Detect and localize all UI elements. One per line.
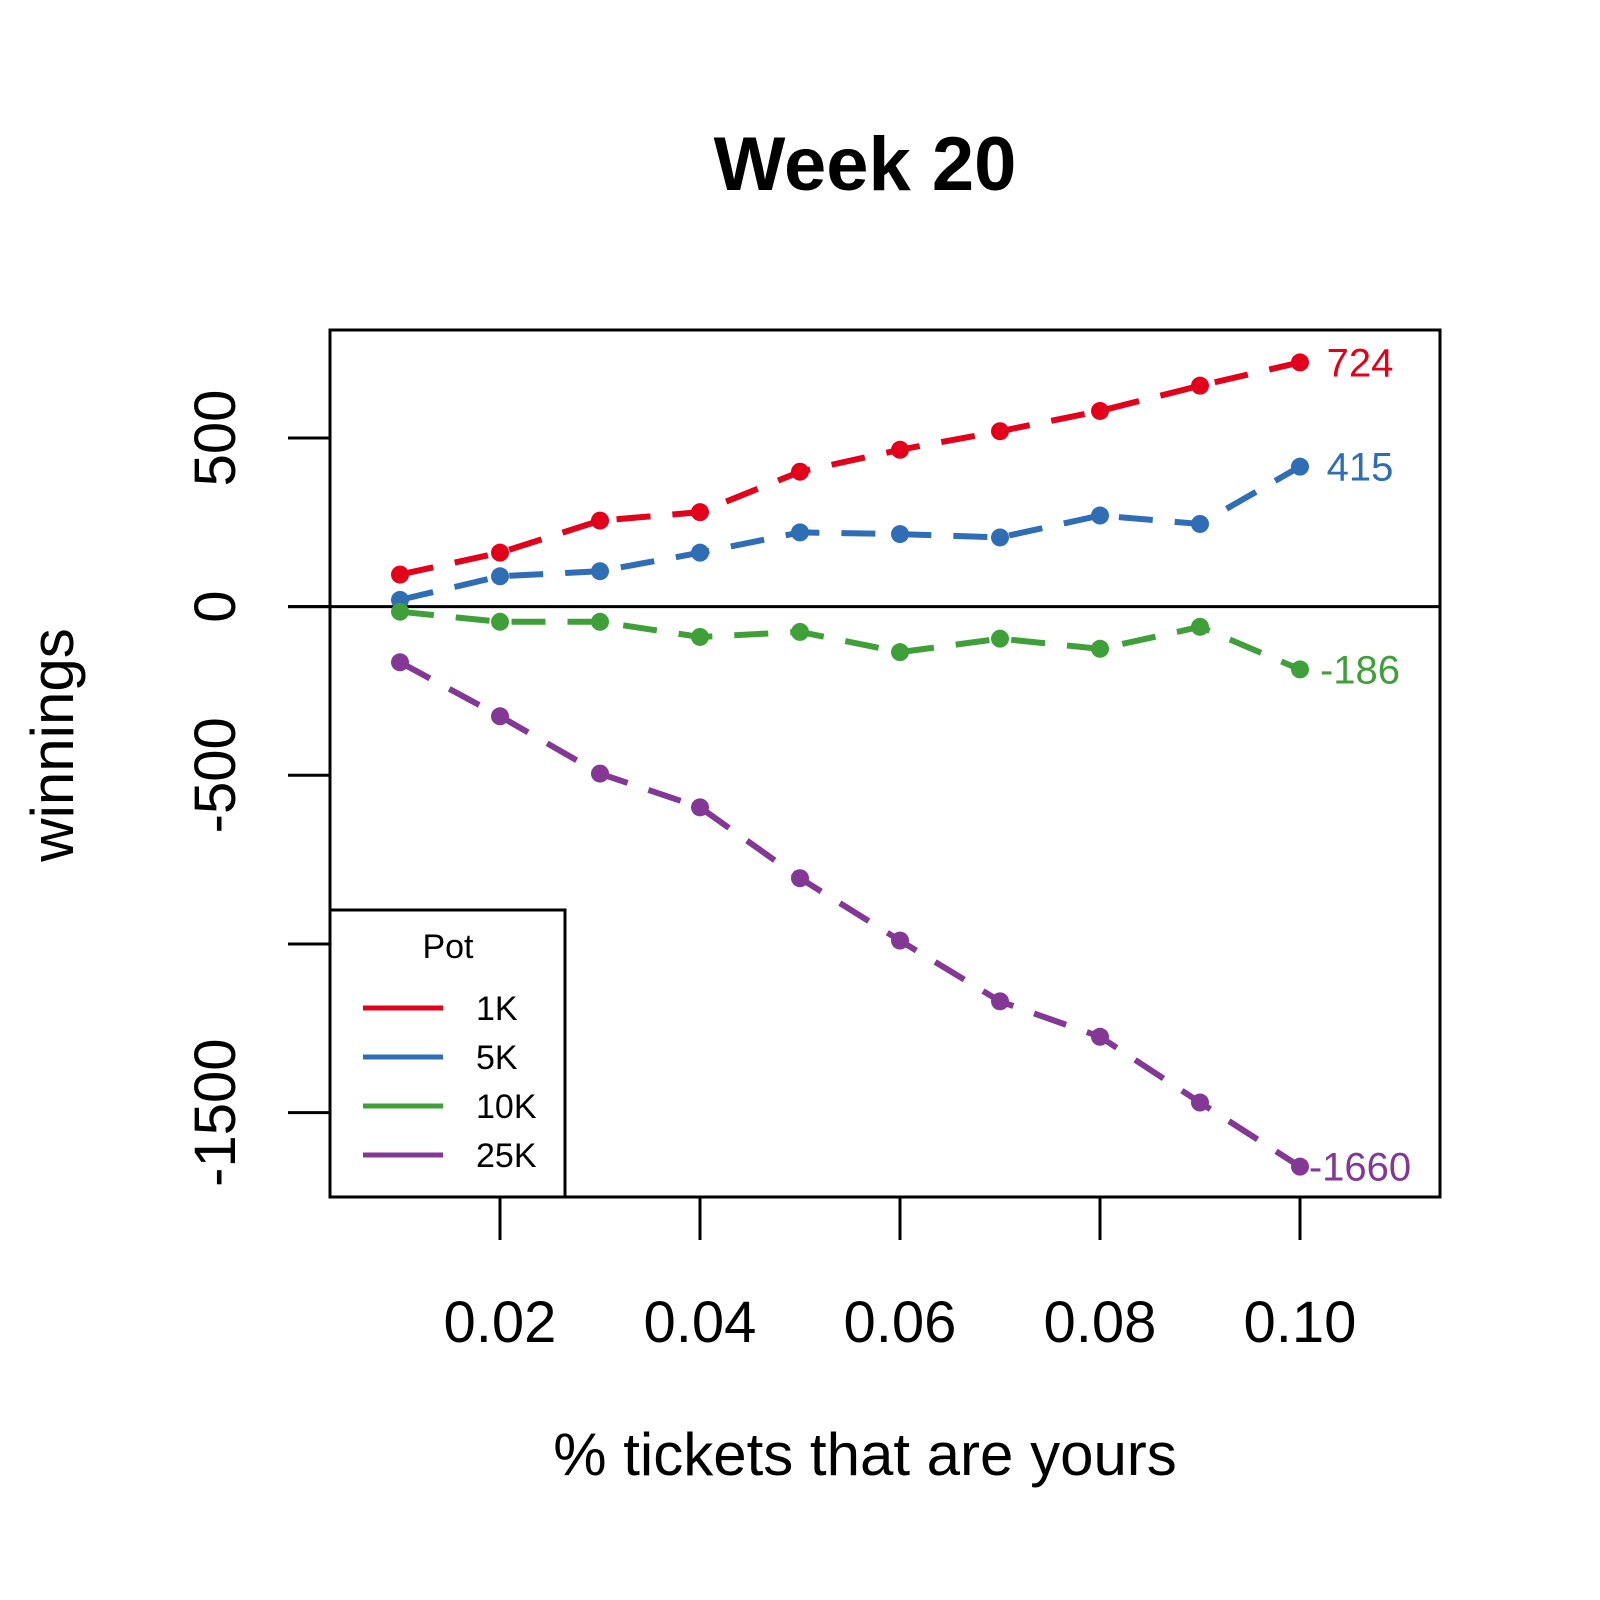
data-point-25K (1191, 1093, 1209, 1112)
data-point-10K (591, 612, 609, 631)
data-point-10K (791, 622, 809, 641)
end-value-label-10K: -186 (1320, 648, 1400, 692)
end-value-label-5K: 415 (1327, 446, 1394, 490)
x-tick-label: 0.04 (644, 1290, 757, 1355)
data-point-10K (1091, 639, 1109, 658)
end-value-label-25K: -1660 (1309, 1146, 1411, 1190)
x-axis-label: % tickets that are yours (553, 1421, 1177, 1488)
data-point-10K (991, 629, 1009, 648)
x-tick-label: 0.08 (1044, 1290, 1157, 1355)
series-line-25K (398, 659, 1302, 1170)
data-point-1K (891, 440, 909, 459)
data-point-5K (991, 528, 1009, 547)
x-tick-label: 0.06 (844, 1290, 957, 1355)
data-point-25K (1291, 1157, 1309, 1176)
legend-title: Pot (422, 928, 474, 966)
y-tick-label: 0 (183, 590, 248, 622)
y-axis-label: winnings (19, 628, 86, 862)
y-tick-label: 500 (183, 390, 248, 487)
data-point-25K (791, 869, 809, 888)
y-tick-label: -1500 (183, 1038, 248, 1186)
data-point-25K (591, 764, 609, 783)
legend-label-10K: 10K (476, 1088, 537, 1126)
series-line-1K (399, 359, 1301, 578)
data-point-10K (691, 627, 709, 646)
data-point-25K (1091, 1027, 1109, 1046)
data-point-1K (1091, 401, 1109, 420)
y-tick-label: -500 (183, 717, 248, 833)
data-point-1K (491, 543, 509, 562)
data-point-10K (491, 612, 509, 631)
plot-frame (328, 328, 1442, 1199)
legend-box (328, 908, 567, 1199)
data-point-1K (691, 503, 709, 522)
data-point-25K (491, 707, 509, 726)
data-point-1K (391, 565, 409, 584)
data-point-5K (791, 523, 809, 542)
data-point-5K (1291, 457, 1309, 476)
data-point-1K (1291, 353, 1309, 372)
data-point-25K (391, 653, 409, 672)
x-tick-label: 0.10 (1244, 1290, 1357, 1355)
legend-label-5K: 5K (476, 1039, 518, 1077)
data-point-5K (591, 562, 609, 581)
data-point-25K (991, 992, 1009, 1011)
data-point-10K (391, 602, 409, 621)
data-point-1K (991, 422, 1009, 441)
x-tick-label: 0.02 (444, 1290, 557, 1355)
data-point-25K (691, 798, 709, 817)
data-point-5K (1191, 514, 1209, 533)
data-point-5K (891, 525, 909, 544)
series-line-10K (399, 608, 1302, 673)
legend-label-1K: 1K (476, 990, 518, 1028)
data-point-5K (491, 567, 509, 586)
data-point-5K (1091, 506, 1109, 525)
data-point-1K (1191, 376, 1209, 395)
data-point-1K (591, 511, 609, 530)
data-point-5K (691, 543, 709, 562)
plot-area: -1500 -500 0 500 0.02 0.04 0.06 0.08 0.10 724 415 -… (183, 328, 1442, 1355)
end-value-label-1K: 724 (1327, 341, 1394, 385)
data-point-25K (891, 931, 909, 950)
data-point-1K (791, 462, 809, 481)
data-point-10K (1191, 617, 1209, 636)
data-point-10K (891, 643, 909, 662)
chart-title: Week 20 (714, 122, 1017, 207)
series-line-5K (399, 464, 1302, 603)
legend-label-25K: 25K (476, 1137, 537, 1175)
data-point-10K (1291, 660, 1309, 679)
